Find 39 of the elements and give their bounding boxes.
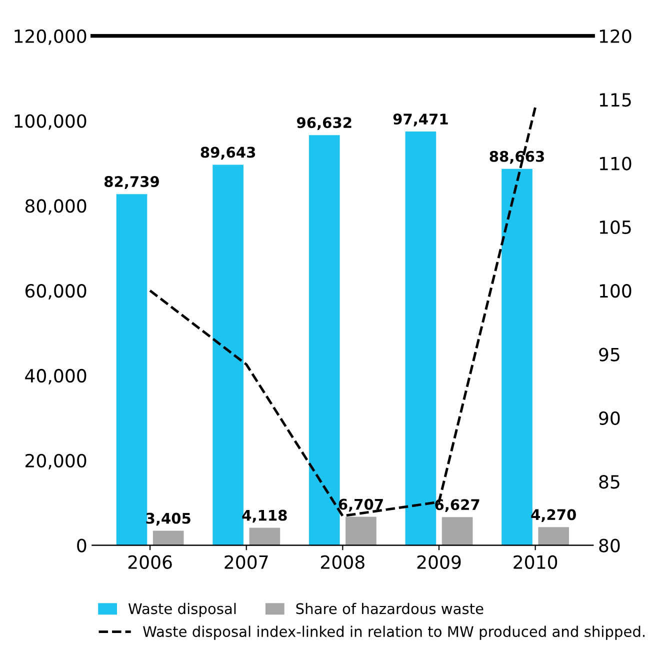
bar <box>405 132 436 546</box>
y2-tick-label: 110 <box>600 156 632 170</box>
y-tick-label: 20,000 <box>26 454 86 470</box>
y2-tick-label: 120 <box>600 29 632 44</box>
y-tick-label: 120,000 <box>14 29 86 45</box>
y2-tick-label: 80 <box>599 538 620 552</box>
bar <box>249 528 280 546</box>
x-tick-label: 2006 <box>128 555 172 569</box>
data-label: 89,643 <box>200 146 256 160</box>
y2-tick-label: 95 <box>599 348 620 362</box>
legend-label: Waste disposal index-linked in relation to MW produced and shipped. <box>143 626 645 640</box>
y-tick-label: 80,000 <box>25 199 86 215</box>
bar <box>212 164 244 546</box>
data-label: 96,632 <box>297 117 352 130</box>
bar <box>502 168 532 546</box>
bar <box>346 516 376 546</box>
y-tick-label: 100,000 <box>14 114 86 130</box>
bar <box>442 517 473 546</box>
y2-tick-label: 85 <box>599 475 620 489</box>
x-tick-label: 2008 <box>321 555 364 569</box>
y2-tick-label: 100 <box>600 284 632 298</box>
y-tick-label: 60,000 <box>25 284 86 300</box>
data-label: 82,739 <box>104 176 159 189</box>
x-tick-label: 2010 <box>514 555 558 569</box>
data-label: 88,663 <box>490 150 544 164</box>
y-tick-label: 40,000 <box>25 368 86 384</box>
x-tick-label: 2009 <box>417 555 461 569</box>
bar <box>116 194 148 546</box>
y2-tick-label: 115 <box>600 93 631 107</box>
legend-label: Share of hazardous waste <box>296 602 484 614</box>
legend-label: Waste disposal <box>128 602 236 618</box>
y2-tick-label: 90 <box>599 411 620 426</box>
bar <box>152 530 184 546</box>
x-tick-label: 2007 <box>224 555 268 569</box>
y2-tick-label: 105 <box>600 220 631 234</box>
bar <box>308 135 340 546</box>
data-label: 97,471 <box>393 114 448 126</box>
y-tick-label: 0 <box>77 538 86 552</box>
bar <box>538 527 570 546</box>
